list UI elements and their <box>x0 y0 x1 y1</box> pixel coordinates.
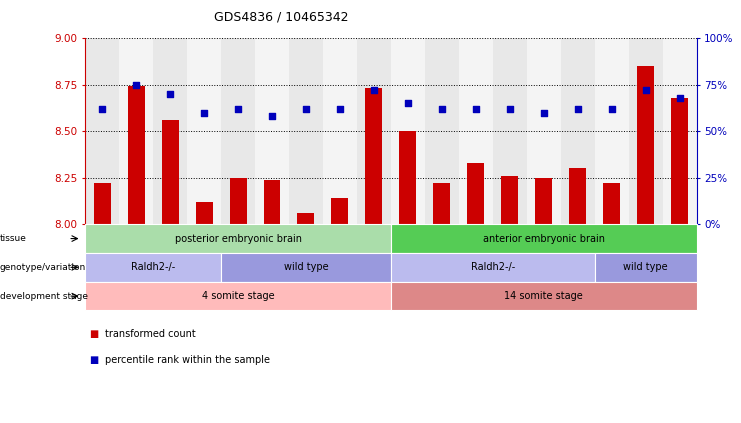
Bar <box>93 183 110 224</box>
Point <box>674 94 685 101</box>
Bar <box>153 38 187 224</box>
Bar <box>85 38 119 224</box>
Bar <box>289 38 323 224</box>
Bar <box>493 38 527 224</box>
Bar <box>628 38 662 224</box>
Point <box>368 87 380 93</box>
Point <box>266 113 278 120</box>
Text: Raldh2-/-: Raldh2-/- <box>131 262 176 272</box>
Text: ■: ■ <box>89 329 98 339</box>
Bar <box>255 38 289 224</box>
Point <box>334 105 346 112</box>
Point <box>639 87 651 93</box>
Bar <box>561 38 594 224</box>
Point <box>198 109 210 116</box>
Bar <box>391 38 425 224</box>
Bar <box>501 176 518 224</box>
Text: wild type: wild type <box>284 262 328 272</box>
Text: genotype/variation: genotype/variation <box>0 263 86 272</box>
Point <box>470 105 482 112</box>
Bar <box>297 213 314 224</box>
Text: development stage: development stage <box>0 291 88 301</box>
Bar <box>594 38 628 224</box>
Bar <box>127 86 144 224</box>
Bar <box>187 38 221 224</box>
Point <box>572 105 584 112</box>
Bar <box>603 183 620 224</box>
Point <box>300 105 312 112</box>
Point <box>96 105 108 112</box>
Bar <box>119 38 153 224</box>
Text: posterior embryonic brain: posterior embryonic brain <box>175 233 302 244</box>
Bar <box>331 198 348 224</box>
Bar <box>637 66 654 224</box>
Text: ■: ■ <box>89 355 98 365</box>
Bar <box>399 131 416 224</box>
Point <box>402 100 413 107</box>
Bar <box>162 120 179 224</box>
Bar <box>459 38 493 224</box>
Text: 14 somite stage: 14 somite stage <box>505 291 583 301</box>
Text: tissue: tissue <box>0 234 27 243</box>
Point <box>232 105 244 112</box>
Point <box>538 109 550 116</box>
Text: transformed count: transformed count <box>105 329 196 339</box>
Bar <box>365 88 382 224</box>
Bar <box>425 38 459 224</box>
Point <box>436 105 448 112</box>
Text: percentile rank within the sample: percentile rank within the sample <box>105 355 270 365</box>
Bar <box>662 38 697 224</box>
Text: Raldh2-/-: Raldh2-/- <box>471 262 515 272</box>
Bar <box>196 202 213 224</box>
Bar <box>221 38 255 224</box>
Text: anterior embryonic brain: anterior embryonic brain <box>482 233 605 244</box>
Bar <box>264 179 281 224</box>
Bar <box>468 163 485 224</box>
Bar <box>569 168 586 224</box>
Bar <box>535 178 552 224</box>
Point <box>504 105 516 112</box>
Bar <box>230 178 247 224</box>
Text: 4 somite stage: 4 somite stage <box>202 291 274 301</box>
Bar <box>671 98 688 224</box>
Bar <box>357 38 391 224</box>
Point <box>165 91 176 97</box>
Bar <box>323 38 357 224</box>
Text: wild type: wild type <box>623 262 668 272</box>
Point <box>130 81 142 88</box>
Bar <box>527 38 561 224</box>
Text: GDS4836 / 10465342: GDS4836 / 10465342 <box>214 11 349 24</box>
Bar <box>433 183 451 224</box>
Point <box>605 105 617 112</box>
